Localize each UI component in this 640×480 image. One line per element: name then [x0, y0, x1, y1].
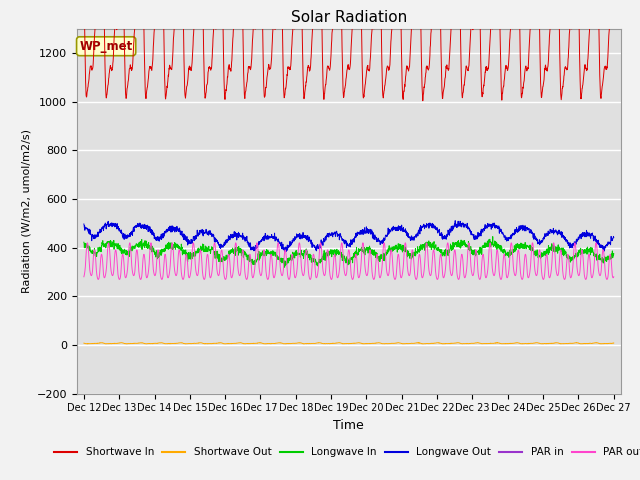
Y-axis label: Radiation (W/m2, umol/m2/s): Radiation (W/m2, umol/m2/s)	[21, 129, 31, 293]
Title: Solar Radiation: Solar Radiation	[291, 10, 407, 25]
Text: WP_met: WP_met	[79, 40, 132, 53]
X-axis label: Time: Time	[333, 419, 364, 432]
Legend: Shortwave In, Shortwave Out, Longwave In, Longwave Out, PAR in, PAR out: Shortwave In, Shortwave Out, Longwave In…	[51, 443, 640, 461]
